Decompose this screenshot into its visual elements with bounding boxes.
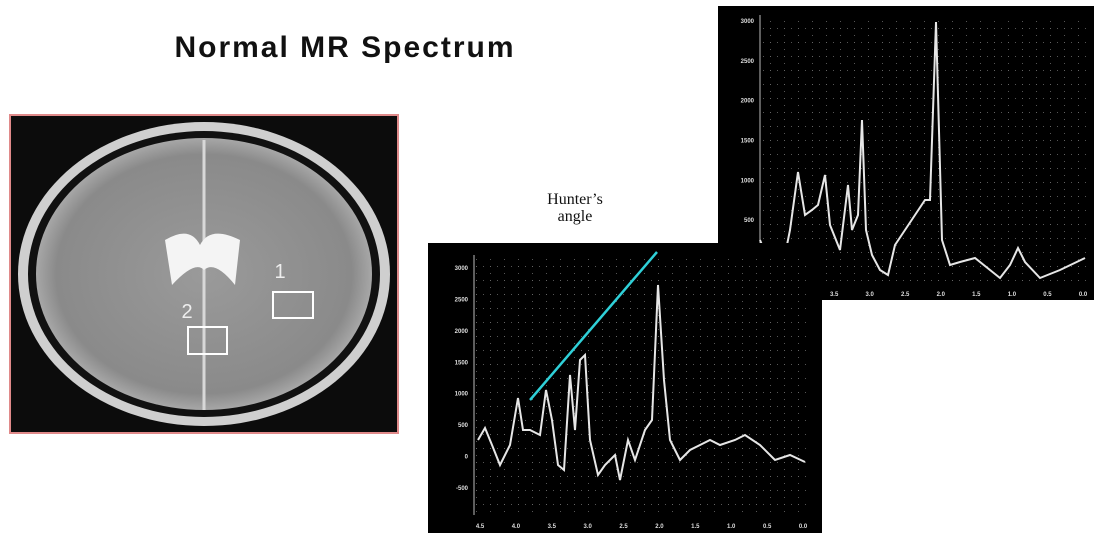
y-tick-label: 1000 bbox=[741, 178, 755, 184]
x-tick-label: 1.0 bbox=[727, 524, 736, 530]
y-tick-label: 500 bbox=[744, 218, 755, 224]
y-tick-label: 500 bbox=[458, 423, 469, 429]
annotation-line: angle bbox=[558, 208, 593, 225]
box-label: 1 bbox=[274, 261, 285, 283]
x-tick-label: 3.0 bbox=[865, 292, 874, 298]
y-tick-label: 2000 bbox=[455, 329, 469, 335]
x-tick-label: 3.5 bbox=[548, 524, 557, 530]
x-tick-label: 1.5 bbox=[972, 292, 981, 298]
spectrum-left: 4.5 4.0 3.5 3.0 2.5 2.0 1.5 1.0 0.5 0.0 3000 2500 20… bbox=[428, 243, 822, 533]
x-tick-label: 0.0 bbox=[799, 524, 808, 530]
y-tick-label: 1000 bbox=[455, 392, 469, 398]
x-tick-label: 3.5 bbox=[830, 292, 839, 298]
y-tick-label: 3000 bbox=[455, 266, 469, 272]
annotation-line: Hunter’s bbox=[547, 191, 603, 208]
x-tick-label: 0.5 bbox=[1043, 292, 1052, 298]
x-tick-label: 2.0 bbox=[655, 524, 664, 530]
x-tick-label: 3.0 bbox=[583, 524, 592, 530]
y-tick-label: 2000 bbox=[741, 99, 755, 105]
slide: Normal MR Spectrum 1 2 4.5 4.0 3.5 3.0 2.5 2.… bbox=[0, 0, 1094, 533]
y-tick-label: 1500 bbox=[741, 139, 755, 145]
slide-title: Normal MR Spectrum bbox=[174, 31, 515, 64]
y-tick-label: 3000 bbox=[741, 19, 755, 25]
mri-image: 1 2 bbox=[10, 115, 398, 433]
y-tick-label: -500 bbox=[456, 486, 469, 492]
x-tick-label: 2.5 bbox=[901, 292, 910, 298]
x-tick-label: 2.0 bbox=[937, 292, 946, 298]
x-tick-label: 4.0 bbox=[512, 524, 521, 530]
x-tick-label: 1.0 bbox=[1008, 292, 1017, 298]
x-tick-label: 0.0 bbox=[1079, 292, 1088, 298]
y-tick-label: 2500 bbox=[741, 59, 755, 65]
box-label: 2 bbox=[181, 301, 192, 323]
x-tick-label: 2.5 bbox=[619, 524, 628, 530]
x-tick-label: 1.5 bbox=[691, 524, 700, 530]
y-tick-label: 1500 bbox=[455, 360, 469, 366]
y-tick-label: 2500 bbox=[455, 297, 469, 303]
x-tick-label: 0.5 bbox=[763, 524, 772, 530]
x-tick-label: 4.5 bbox=[476, 524, 485, 530]
